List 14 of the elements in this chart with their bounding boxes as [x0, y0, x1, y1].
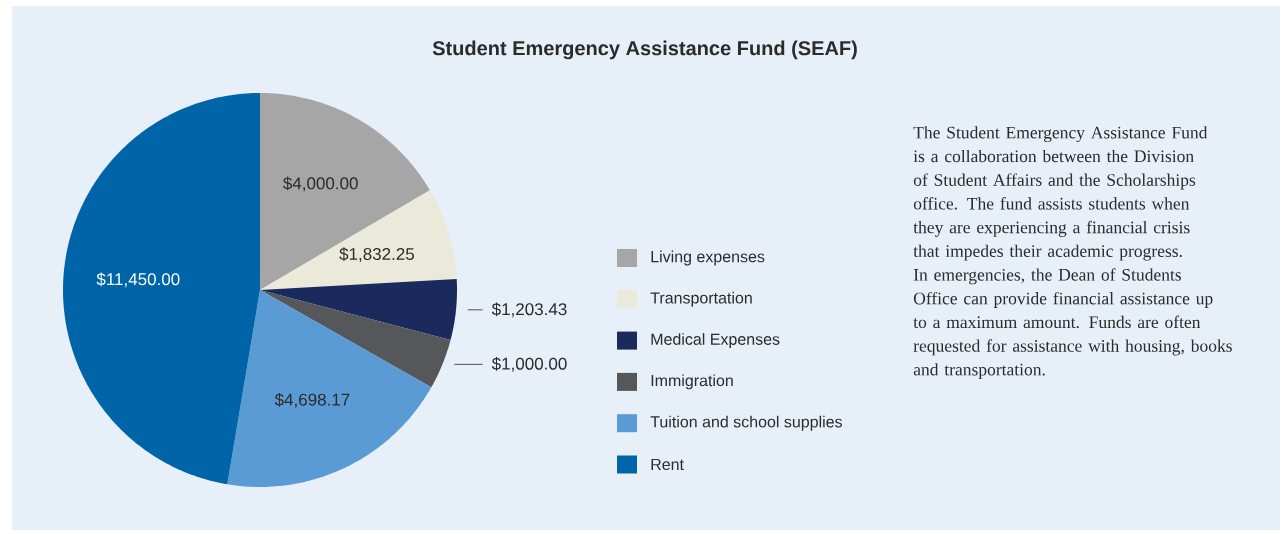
legend-label: Rent [651, 458, 684, 471]
data-label: $1,000.00 [491, 356, 567, 372]
chart-title: Student Emergency Assistance Fund (SEAF) [432, 40, 857, 60]
data-label: $1,203.43 [491, 302, 567, 318]
data-label: $11,450.00 [96, 272, 180, 288]
legend-label: Transportation [650, 291, 752, 307]
legend-label: Medical Expenses [651, 333, 780, 349]
data-label: $4,000.00 [283, 176, 358, 192]
data-label: $1,832.25 [339, 247, 415, 263]
text: The Student Emergency Assistance Fund is a collaboration between the Division of Student Affairs and the Scholarships office. The fund assists students when they are experiencing a financial crisis that impedes their academic progress. In emergencies, the Dean of Students Office can provide financial assistance up to a maximum amount. Funds are often requested for assistance with housing, books and transportation. [913, 126, 1232, 380]
legend-label: Tuition and school supplies [650, 415, 842, 431]
legend-label: Living expenses [651, 250, 765, 266]
legend-label: Immigration [651, 374, 733, 390]
data-label: $4,698.17 [274, 392, 350, 408]
